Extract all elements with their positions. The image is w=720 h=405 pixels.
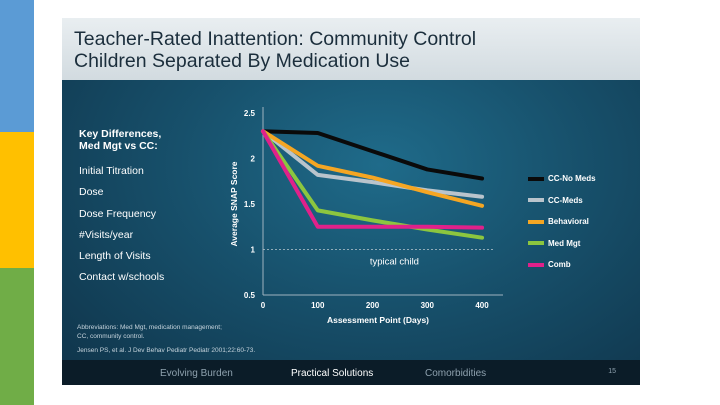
footnote-line-2: CC, community control. (77, 333, 145, 340)
nav-item-practical-solutions[interactable]: Practical Solutions (291, 368, 374, 379)
snap-score-chart: 0.5 1 1.5 2 2.5 0 100 200 300 400 Assessment Point… (229, 107, 503, 325)
footnote-line-1: Abbreviations: Med Mgt, medication manag… (77, 324, 222, 331)
series-line-cc-no-meds (261, 129, 485, 181)
list-item: Initial Titration (79, 165, 144, 177)
legend-entry-cc-no-meds: CC-No Meds (528, 168, 596, 190)
accent-strip-green (0, 268, 34, 405)
key-differences-line-2: Med Mgt vs CC: (79, 140, 158, 152)
key-differences-line-1: Key Differences, (79, 128, 162, 140)
series-line-comb (261, 129, 485, 230)
y-tick-label: 1 (251, 246, 256, 255)
series-line-cc-meds (261, 129, 485, 199)
y-tick-label: 0.5 (244, 291, 256, 300)
list-item: Dose Frequency (79, 207, 157, 220)
key-differences-heading: Key Differences, Med Mgt vs CC: (79, 128, 199, 152)
nav-item-comorbidities[interactable]: Comorbidities (425, 368, 487, 379)
legend-label: CC-No Meds (548, 174, 596, 184)
list-item: Length of Visits (79, 250, 151, 263)
abbreviations-footnote: Abbreviations: Med Mgt, medication manag… (77, 323, 222, 341)
legend-label: Med Mgt (548, 238, 581, 248)
x-tick-label: 0 (261, 301, 266, 310)
legend-swatch (528, 241, 544, 246)
x-tick-label: 300 (421, 301, 435, 310)
x-tick-label: 200 (366, 301, 380, 310)
legend-swatch (528, 262, 544, 267)
accent-strip-yellow (0, 132, 34, 268)
list-item: Contact w/schools (79, 271, 165, 284)
legend-label: CC-Meds (548, 195, 583, 205)
typical-child-label: typical child (370, 257, 419, 268)
title-line-2: Children Separated By Medication Use (74, 50, 411, 72)
legend-swatch (528, 219, 544, 224)
series-line-med-mgt (261, 129, 485, 240)
y-tick-label: 1.5 (244, 200, 256, 209)
legend-entry-comb: Comb (528, 254, 596, 276)
y-axis-label: Average SNAP Score (229, 161, 239, 246)
x-tick-label: 400 (475, 301, 489, 310)
title-band: Teacher-Rated Inattention: Community Con… (62, 18, 640, 80)
accent-strip-blue (0, 0, 34, 132)
x-tick-label: 100 (311, 301, 325, 310)
x-axis-label: Assessment Point (Days) (327, 315, 429, 325)
y-tick-label: 2.5 (244, 109, 256, 118)
legend-entry-behavioral: Behavioral (528, 211, 596, 233)
series-line-behavioral (261, 129, 485, 208)
title-line-1: Teacher-Rated Inattention: Community Con… (74, 28, 477, 50)
slide-title: Teacher-Rated Inattention: Community Con… (74, 28, 476, 72)
legend-swatch (528, 176, 544, 181)
y-tick-label: 2 (251, 155, 256, 164)
section-nav-bar: Evolving Burden Practical Solutions Como… (62, 360, 640, 385)
list-item: Dose (79, 186, 104, 199)
legend-label: Behavioral (548, 217, 589, 227)
legend-swatch (528, 198, 544, 203)
list-item: #Visits/year (79, 228, 134, 241)
legend-entry-med-mgt: Med Mgt (528, 233, 596, 255)
slide: Teacher-Rated Inattention: Community Con… (62, 18, 640, 385)
legend-entry-cc-meds: CC-Meds (528, 190, 596, 212)
citation: Jensen PS, et al. J Dev Behav Pediatr Pe… (77, 347, 256, 354)
chart-legend: CC-No Meds CC-Meds Behavioral Med Mgt Co… (528, 168, 596, 276)
nav-item-evolving-burden[interactable]: Evolving Burden (160, 368, 233, 379)
key-differences-list: Initial Titration Dose Dose Frequency #V… (79, 164, 164, 292)
legend-label: Comb (548, 260, 571, 270)
page-number: 15 (608, 368, 616, 375)
